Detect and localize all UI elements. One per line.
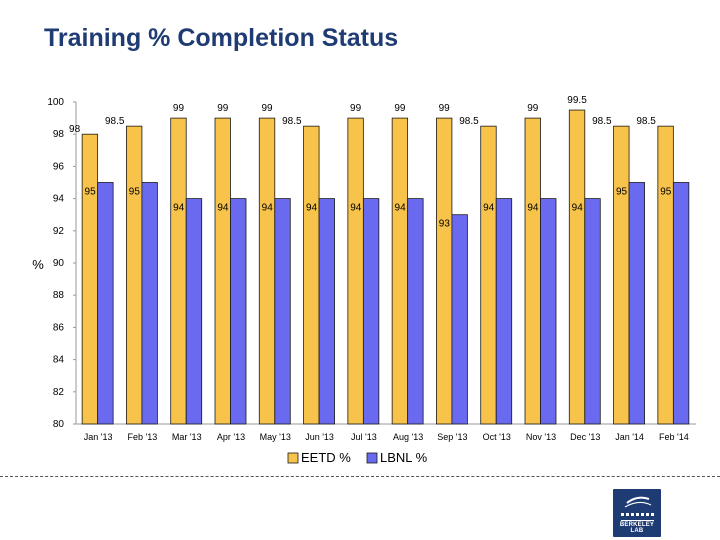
- lbnl-bar: [407, 198, 424, 425]
- x-tick-label: Dec '13: [570, 432, 600, 442]
- x-tick-label: Jul '13: [351, 432, 377, 442]
- x-tick-label: Aug '13: [393, 432, 423, 442]
- lbnl-bar: [672, 182, 690, 425]
- legend-label-lbnl: LBNL %: [380, 450, 428, 465]
- legend-label-eetd: EETD %: [301, 450, 351, 465]
- y-tick-label: 88: [53, 290, 65, 301]
- lbnl-bar: [230, 198, 247, 425]
- y-tick-label: 84: [53, 355, 65, 366]
- lbnl-bar: [185, 198, 203, 425]
- y-axis-title: %: [32, 257, 44, 272]
- eetd-data-label: 99.5: [567, 95, 587, 106]
- lbnl-data-label: 95: [85, 187, 97, 198]
- lbnl-data-label: 94: [350, 203, 362, 214]
- eetd-bar: [303, 125, 320, 425]
- lbnl-data-label: 94: [395, 203, 407, 214]
- eetd-data-label: 98.5: [459, 116, 479, 127]
- x-tick-label: Oct '13: [483, 432, 511, 442]
- slide-title: Training % Completion Status: [44, 24, 399, 52]
- lbnl-data-label: 93: [439, 219, 451, 230]
- eetd-data-label: 99: [261, 103, 273, 114]
- eetd-data-label: 99: [350, 103, 362, 114]
- y-tick-label: 98: [53, 129, 65, 140]
- eetd-data-label: 98.5: [636, 116, 656, 127]
- eetd-bar: [657, 125, 674, 425]
- eetd-data-label: 98.5: [105, 116, 125, 127]
- y-tick-label: 82: [53, 387, 65, 398]
- x-tick-label: Feb '13: [128, 432, 158, 442]
- berkeley-lab-logo: BERKELEY LAB: [613, 489, 661, 537]
- y-tick-label: 86: [53, 322, 65, 333]
- y-tick-label: 94: [53, 194, 65, 205]
- lbnl-bar: [141, 182, 158, 425]
- berkeley-lab-logo-icon: [621, 496, 654, 521]
- eetd-bar: [81, 133, 99, 425]
- lbnl-data-label: 95: [129, 187, 141, 198]
- lbnl-data-label: 94: [262, 203, 274, 214]
- lbnl-bar: [628, 182, 645, 425]
- eetd-data-label: 99: [217, 103, 229, 114]
- lbnl-data-label: 94: [527, 203, 539, 214]
- eetd-data-label: 98.5: [592, 116, 612, 127]
- lbnl-bar: [495, 198, 513, 425]
- x-tick-label: May '13: [260, 432, 291, 442]
- lbnl-data-label: 94: [306, 203, 318, 214]
- eetd-data-label: 99: [173, 103, 185, 114]
- y-tick-label: 100: [47, 97, 64, 108]
- lbnl-bar: [451, 214, 468, 425]
- x-tick-label: Mar '13: [172, 432, 202, 442]
- lbnl-bar: [362, 198, 380, 425]
- eetd-data-label: 98: [69, 124, 81, 135]
- eetd-data-label: 99: [439, 103, 451, 114]
- eetd-bar: [436, 117, 453, 425]
- lbnl-bar: [318, 198, 335, 425]
- eetd-data-label: 99: [527, 103, 539, 114]
- eetd-data-label: 98.5: [282, 116, 302, 127]
- lbnl-data-label: 95: [660, 187, 672, 198]
- eetd-bar: [568, 109, 586, 425]
- eetd-data-label: 99: [394, 103, 406, 114]
- lbnl-data-label: 94: [483, 203, 495, 214]
- y-tick-label: 92: [53, 226, 65, 237]
- legend-swatch-lbnl: [366, 452, 378, 464]
- y-tick-label: 80: [53, 419, 65, 430]
- eetd-bar: [613, 125, 630, 425]
- x-tick-label: Jan '13: [84, 432, 113, 442]
- footer-divider: [0, 476, 720, 477]
- lbnl-data-label: 94: [217, 203, 229, 214]
- eetd-bar: [391, 117, 409, 425]
- x-tick-label: Jun '13: [305, 432, 334, 442]
- eetd-bar: [126, 125, 143, 425]
- x-tick-label: Apr '13: [217, 432, 245, 442]
- lbnl-data-label: 94: [572, 203, 584, 214]
- lbnl-bar: [584, 198, 601, 425]
- y-tick-label: 90: [53, 258, 65, 269]
- bar-chart: 80 82 84 86 88 90 92 94 96 98 100% 98 95 Jan '13 98.5 9…: [32, 95, 696, 465]
- eetd-bar: [214, 117, 231, 425]
- lbnl-data-label: 94: [173, 203, 185, 214]
- lbnl-bar: [540, 198, 557, 425]
- x-tick-label: Sep '13: [437, 432, 467, 442]
- legend-swatch-eetd: [287, 452, 299, 464]
- lbnl-data-label: 95: [616, 187, 628, 198]
- eetd-bar: [258, 117, 276, 425]
- lbnl-bar: [97, 182, 114, 425]
- x-tick-label: Feb '14: [659, 432, 689, 442]
- eetd-bar: [170, 117, 187, 425]
- lbnl-bar: [274, 198, 291, 425]
- eetd-bar: [524, 117, 541, 425]
- x-tick-label: Nov '13: [526, 432, 556, 442]
- y-tick-label: 96: [53, 161, 65, 172]
- logo-text: BERKELEY LAB: [619, 522, 655, 534]
- x-tick-label: Jan '14: [615, 432, 644, 442]
- eetd-bar: [480, 125, 497, 425]
- eetd-bar: [347, 117, 364, 425]
